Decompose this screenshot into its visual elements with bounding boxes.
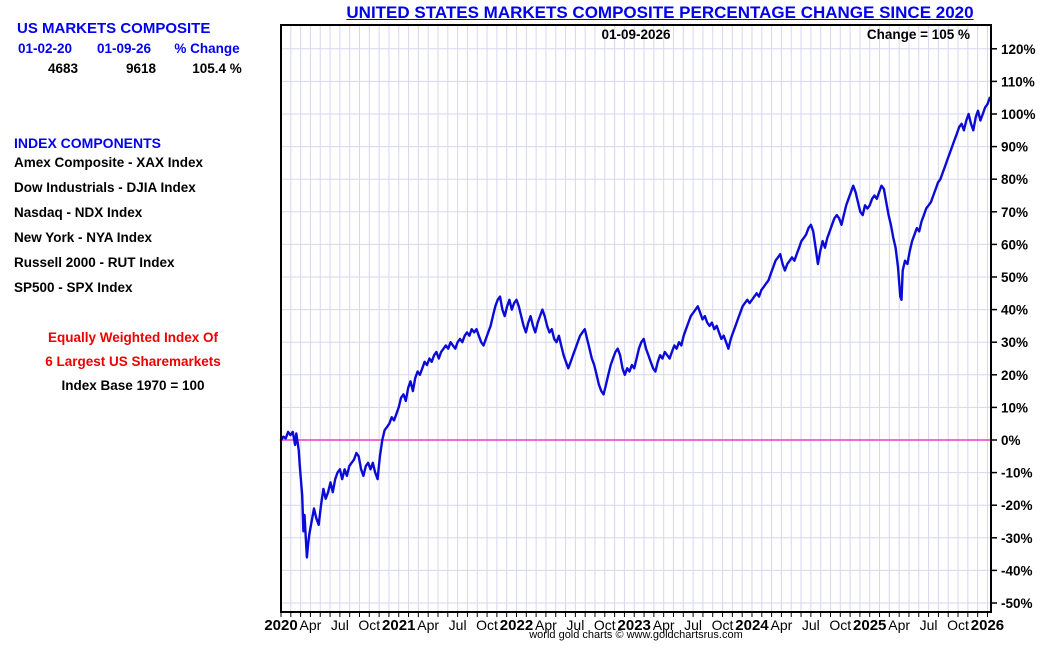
note-equally-weighted: Equally Weighted Index Of [47, 330, 219, 345]
x-axis-month-label: Oct [829, 617, 851, 633]
x-axis-year-label: 2026 [971, 617, 1004, 634]
panel-title: US MARKETS COMPOSITE [17, 20, 211, 37]
x-axis-month-label: Oct [358, 617, 380, 633]
y-axis-label: 40% [1001, 303, 1028, 318]
x-axis-year-label: 2021 [382, 617, 415, 634]
y-axis-label: 20% [1001, 368, 1028, 383]
x-axis-month-label: Apr [888, 617, 910, 633]
component-ndx: Nasdaq - NDX Index [14, 205, 143, 220]
y-axis-label: 90% [1001, 140, 1028, 155]
value-percent-change: 105.4 % [192, 61, 242, 76]
component-xax: Amex Composite - XAX Index [14, 155, 204, 170]
value-end-index: 9618 [125, 61, 157, 76]
y-axis-label: 0% [1001, 433, 1021, 448]
x-axis-month-label: Jul [449, 617, 467, 633]
x-axis-month-label: Oct [476, 617, 498, 633]
x-axis-month-label: Jul [331, 617, 349, 633]
x-axis-month-label: Oct [712, 617, 734, 633]
y-axis-label: 70% [1001, 205, 1028, 220]
footer-credit: world gold charts © www.goldchartsrus.co… [529, 629, 743, 641]
page-title: UNITED STATES MARKETS COMPOSITE PERCENTA… [346, 3, 974, 22]
x-axis-month-label: Apr [417, 617, 439, 633]
x-axis-year-label: 2025 [853, 617, 886, 634]
x-axis-month-label: Apr [771, 617, 793, 633]
y-axis-label: -10% [1001, 466, 1033, 481]
x-axis-month-label: Oct [594, 617, 616, 633]
x-axis-month-label: Jul [566, 617, 584, 633]
x-axis-month-label: Jul [802, 617, 820, 633]
x-axis-month-label: Jul [920, 617, 938, 633]
y-axis-label: 10% [1001, 400, 1028, 415]
x-axis-month-label: Apr [300, 617, 322, 633]
x-axis-month-label: Jul [684, 617, 702, 633]
component-nya: New York - NYA Index [14, 230, 153, 245]
y-axis-label: 120% [1001, 42, 1036, 57]
value-start-index: 4683 [47, 61, 79, 76]
x-axis-year-label: 2020 [264, 617, 297, 634]
note-six-largest: 6 Largest US Sharemarkets [45, 354, 221, 369]
annotation-latest-date: 01-09-2026 [601, 27, 671, 42]
component-spx: SP500 - SPX Index [14, 280, 133, 295]
component-djia: Dow Industrials - DJIA Index [14, 180, 196, 195]
y-axis-label: 80% [1001, 172, 1028, 187]
y-axis-label: -20% [1001, 498, 1033, 513]
note-index-base: Index Base 1970 = 100 [61, 378, 205, 393]
x-axis-year-label: 2023 [618, 617, 651, 634]
y-axis-label: 60% [1001, 237, 1028, 252]
y-axis-label: 110% [1001, 74, 1035, 89]
price-line [279, 96, 991, 559]
x-axis-year-label: 2022 [500, 617, 533, 634]
x-axis-year-label: 2024 [735, 617, 769, 634]
y-axis-label: 100% [1001, 107, 1036, 122]
plot-border [280, 24, 992, 613]
column-header-end-date: 01-09-26 [96, 41, 152, 56]
component-rut: Russell 2000 - RUT Index [14, 255, 175, 270]
annotation-change-value: Change = 105 % [866, 27, 970, 42]
x-axis-month-label: Apr [653, 617, 675, 633]
y-axis-label: -30% [1001, 531, 1033, 546]
x-axis-month-label: Apr [535, 617, 557, 633]
components-title: INDEX COMPONENTS [14, 135, 162, 151]
y-axis-label: -40% [1001, 563, 1033, 578]
column-header-change: % Change [174, 41, 240, 56]
y-axis-label: 30% [1001, 335, 1028, 350]
y-axis-label: 50% [1001, 270, 1028, 285]
column-header-start-date: 01-02-20 [17, 41, 73, 56]
y-axis-label: -50% [1001, 596, 1033, 611]
x-axis-month-label: Oct [947, 617, 969, 633]
